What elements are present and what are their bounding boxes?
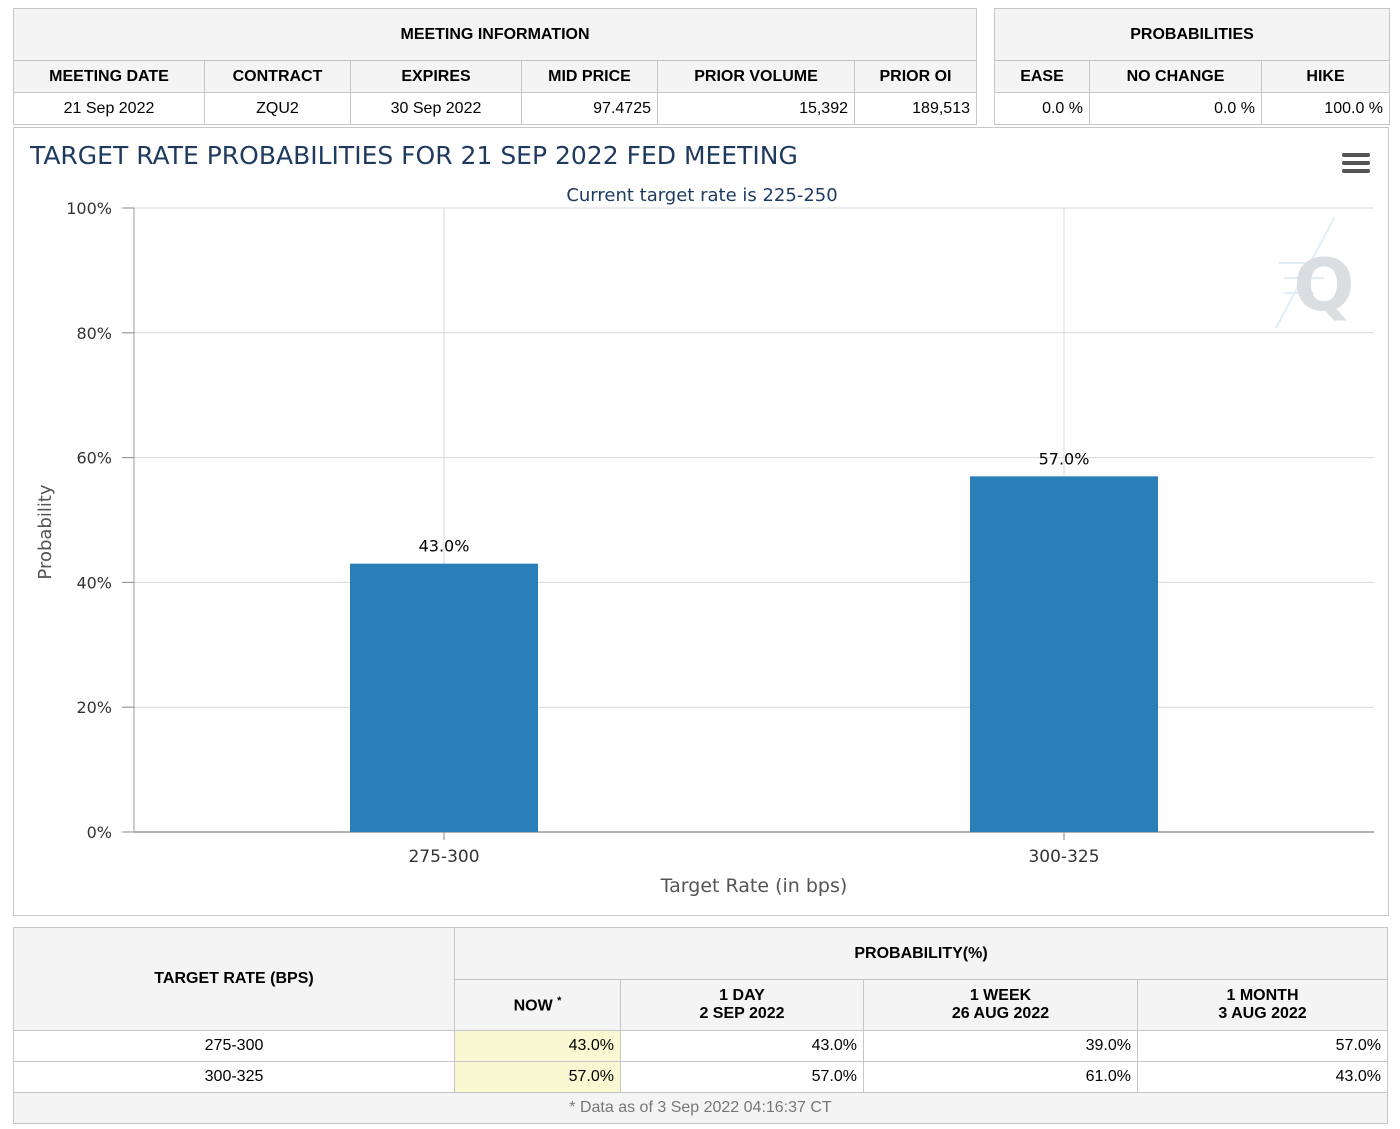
col-1-week-date: 26 AUG 2022 [951,1005,1050,1022]
x-axis: 275-300 300-325 [134,208,1374,867]
y-tick-label: 100% [66,199,112,218]
rate-cell: 300-325 [13,1061,455,1093]
y-tick-label: 0% [87,823,112,842]
y-tick-label: 80% [76,324,112,343]
y-axis: 0% 20% 40% 60% 80% 100% [66,199,1374,842]
bar[interactable] [350,563,538,832]
y-tick-label: 40% [76,573,112,592]
rate-cell: 275-300 [13,1030,455,1062]
y-axis-title: Probability [35,484,56,579]
chart-panel: TARGET RATE PROBABILITIES FOR 21 SEP 202… [13,127,1389,916]
col-now: NOW * [454,979,621,1031]
meeting-info-title: MEETING INFORMATION [13,8,977,61]
x-tick-label: 275-300 [408,847,479,867]
month-cell: 43.0% [1136,1061,1389,1093]
col-prior-volume: PRIOR VOLUME [657,60,855,93]
prior-oi-value: 189,513 [854,92,977,125]
meeting-date-value: 21 Sep 2022 [13,92,205,125]
col-1-day: 1 DAY 2 SEP 2022 [620,979,864,1031]
expires-value: 30 Sep 2022 [350,92,522,125]
day-cell: 43.0% [620,1030,864,1062]
bar-series: 43.0% 57.0% [350,449,1158,832]
q-logo-watermark-icon: Q [1275,217,1355,329]
probabilities-title: PROBABILITIES [993,8,1391,61]
col-target-rate: TARGET RATE (BPS) [13,927,455,1031]
col-1-month: 1 MONTH 3 AUG 2022 [1136,979,1389,1031]
hike-value: 100.0 % [1260,92,1391,125]
col-no-change: NO CHANGE [1089,60,1262,93]
now-marker: * [557,994,562,1007]
meeting-info-table: MEETING INFORMATION MEETING DATE CONTRAC… [13,8,977,125]
contract-value: ZQU2 [204,92,351,125]
col-1-month-date: 3 AUG 2022 [1218,1005,1307,1022]
col-1-month-label: 1 MONTH [1226,987,1299,1004]
data-timestamp-footnote: * Data as of 3 Sep 2022 04:16:37 CT [12,1092,1389,1124]
chart-menu-icon[interactable] [1342,153,1370,173]
y-tick-label: 20% [76,698,112,717]
col-1-day-label: 1 DAY [719,987,765,1004]
svg-text:Q: Q [1293,243,1354,327]
now-label: NOW [513,997,553,1015]
bar-data-label: 43.0% [419,537,470,556]
col-1-day-date: 2 SEP 2022 [699,1005,785,1022]
now-cell: 43.0% [454,1030,621,1062]
x-axis-title: Target Rate (in bps) [660,875,848,897]
col-mid-price: MID PRICE [521,60,658,93]
col-ease: EASE [994,60,1090,93]
y-tick-label: 60% [76,449,112,468]
col-1-week: 1 WEEK 26 AUG 2022 [863,979,1138,1031]
no-change-value: 0.0 % [1089,92,1262,125]
now-cell: 57.0% [454,1061,621,1093]
col-expires: EXPIRES [350,60,522,93]
col-1-week-label: 1 WEEK [969,987,1032,1004]
bar-chart: TARGET RATE PROBABILITIES FOR 21 SEP 202… [29,141,1374,897]
table-row: 300-325 57.0% 57.0% 61.0% 43.0% [13,1061,1389,1093]
chart-subtitle: Current target rate is 225-250 [566,185,837,206]
week-cell: 61.0% [863,1061,1138,1093]
bar-data-label: 57.0% [1039,449,1090,468]
prior-volume-value: 15,392 [657,92,855,125]
probabilities-table: PROBABILITIES EASE NO CHANGE HIKE 0.0 % … [993,8,1391,125]
chart-title: TARGET RATE PROBABILITIES FOR 21 SEP 202… [29,141,798,170]
col-hike: HIKE [1260,60,1391,93]
x-tick-label: 300-325 [1028,847,1099,867]
bar[interactable] [970,476,1158,832]
day-cell: 57.0% [620,1061,864,1093]
ease-value: 0.0 % [994,92,1090,125]
probability-header: PROBABILITY(%) [453,927,1389,980]
month-cell: 57.0% [1136,1030,1389,1062]
table-row: 275-300 43.0% 43.0% 39.0% 57.0% [13,1030,1389,1062]
mid-price-value: 97.4725 [521,92,658,125]
week-cell: 39.0% [863,1030,1138,1062]
col-meeting-date: MEETING DATE [13,60,205,93]
col-contract: CONTRACT [204,60,351,93]
history-table: TARGET RATE (BPS) PROBABILITY(%) NOW * 1… [12,927,1389,1124]
col-prior-oi: PRIOR OI [854,60,977,93]
